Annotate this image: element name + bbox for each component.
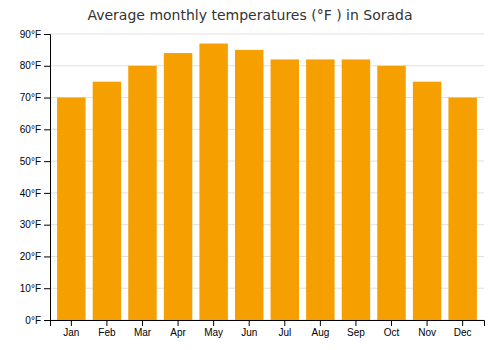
bar [164, 53, 192, 320]
x-tick: Jan [63, 320, 79, 338]
x-tick: Nov [418, 320, 436, 338]
y-tick-label: 40°F [20, 188, 41, 199]
x-tick: Feb [98, 320, 116, 338]
y-tick-label: 60°F [20, 124, 41, 135]
x-tick: Jul [278, 320, 291, 338]
x-tick: Mar [134, 320, 152, 338]
x-tick-label: Jul [278, 327, 291, 338]
y-tick: 40°F [20, 188, 50, 199]
x-tick-label: Oct [384, 327, 400, 338]
bar [93, 82, 121, 320]
x-tick: Apr [170, 320, 186, 338]
x-tick: May [204, 320, 223, 338]
chart: Average monthly temperatures (°F ) in So… [0, 0, 500, 350]
y-tick-mark [44, 98, 50, 99]
x-tick-label: Mar [134, 327, 152, 338]
bar [413, 82, 441, 320]
y-tick-mark [44, 193, 50, 194]
y-tick-label: 10°F [20, 283, 41, 294]
y-tick: 90°F [20, 29, 50, 40]
x-tick-mark [355, 320, 356, 326]
x-tick-mark [71, 320, 72, 326]
bar [128, 66, 156, 320]
x-tick-label: May [204, 327, 223, 338]
x-tick: Sep [347, 320, 365, 338]
x-axis: Jan Feb Mar Apr May Jun Jul Aug Sep Oct Nov Dec [51, 320, 485, 338]
y-tick-label: 30°F [20, 219, 41, 230]
y-tick: 0°F [25, 315, 50, 326]
bar [306, 59, 334, 320]
x-tick-mark [249, 320, 250, 326]
x-tick-mark [427, 320, 428, 326]
y-tick: 10°F [20, 283, 50, 294]
x-tick-mark [320, 320, 321, 326]
x-tick-label: Jan [63, 327, 79, 338]
y-tick: 60°F [20, 124, 50, 135]
x-tick-mark [106, 320, 107, 326]
x-tick: Oct [384, 320, 400, 338]
grid-line [50, 65, 484, 66]
y-tick-label: 0°F [25, 315, 41, 326]
y-tick: 50°F [20, 156, 50, 167]
y-tick: 30°F [20, 219, 50, 230]
x-tick: Jun [241, 320, 257, 338]
x-tick-label: Nov [418, 327, 436, 338]
y-tick-mark [44, 256, 50, 257]
x-tick-mark [213, 320, 214, 326]
bar [57, 98, 85, 320]
x-tick-mark [391, 320, 392, 326]
y-tick-mark [44, 34, 50, 35]
x-tick-label: Aug [311, 327, 329, 338]
plot: Jan Feb Mar Apr May Jun Jul Aug Sep Oct Nov Dec 0°F 1… [20, 29, 485, 338]
y-tick-mark [44, 320, 50, 321]
bar [199, 44, 227, 320]
y-tick-label: 20°F [20, 251, 41, 262]
y-tick-label: 50°F [20, 156, 41, 167]
x-tick-mark [284, 320, 285, 326]
y-tick-label: 90°F [20, 29, 41, 40]
y-axis: 0°F 10°F 20°F 30°F 40°F 50°F 60°F 70°F 80°F 90°F [20, 29, 51, 326]
x-tick: Dec [454, 320, 472, 338]
bar [448, 98, 476, 320]
x-tick-mark [178, 320, 179, 326]
x-tick: Aug [311, 320, 329, 338]
axis-line [44, 35, 51, 321]
grid [50, 34, 484, 320]
x-tick-label: Jun [241, 327, 257, 338]
bar [377, 66, 405, 320]
y-tick: 80°F [20, 60, 50, 71]
y-tick-mark [44, 129, 50, 130]
grid-line [50, 34, 484, 35]
x-tick-label: Feb [98, 327, 116, 338]
x-tick-label: Sep [347, 327, 365, 338]
y-tick-mark [44, 66, 50, 67]
bar [271, 59, 299, 320]
y-tick-label: 70°F [20, 92, 41, 103]
x-tick-mark [142, 320, 143, 326]
bar [342, 59, 370, 320]
bar [235, 50, 263, 320]
y-tick-mark [44, 225, 50, 226]
x-tick-label: Apr [170, 327, 186, 338]
y-tick: 20°F [20, 251, 50, 262]
y-tick-mark [44, 161, 50, 162]
y-tick: 70°F [20, 92, 50, 103]
chart-title: Average monthly temperatures (°F ) in So… [87, 7, 412, 23]
y-tick-label: 80°F [20, 60, 41, 71]
bars [57, 44, 477, 320]
axis-line [51, 321, 485, 327]
x-tick-label: Dec [454, 327, 472, 338]
x-tick-mark [462, 320, 463, 326]
y-tick-mark [44, 288, 50, 289]
